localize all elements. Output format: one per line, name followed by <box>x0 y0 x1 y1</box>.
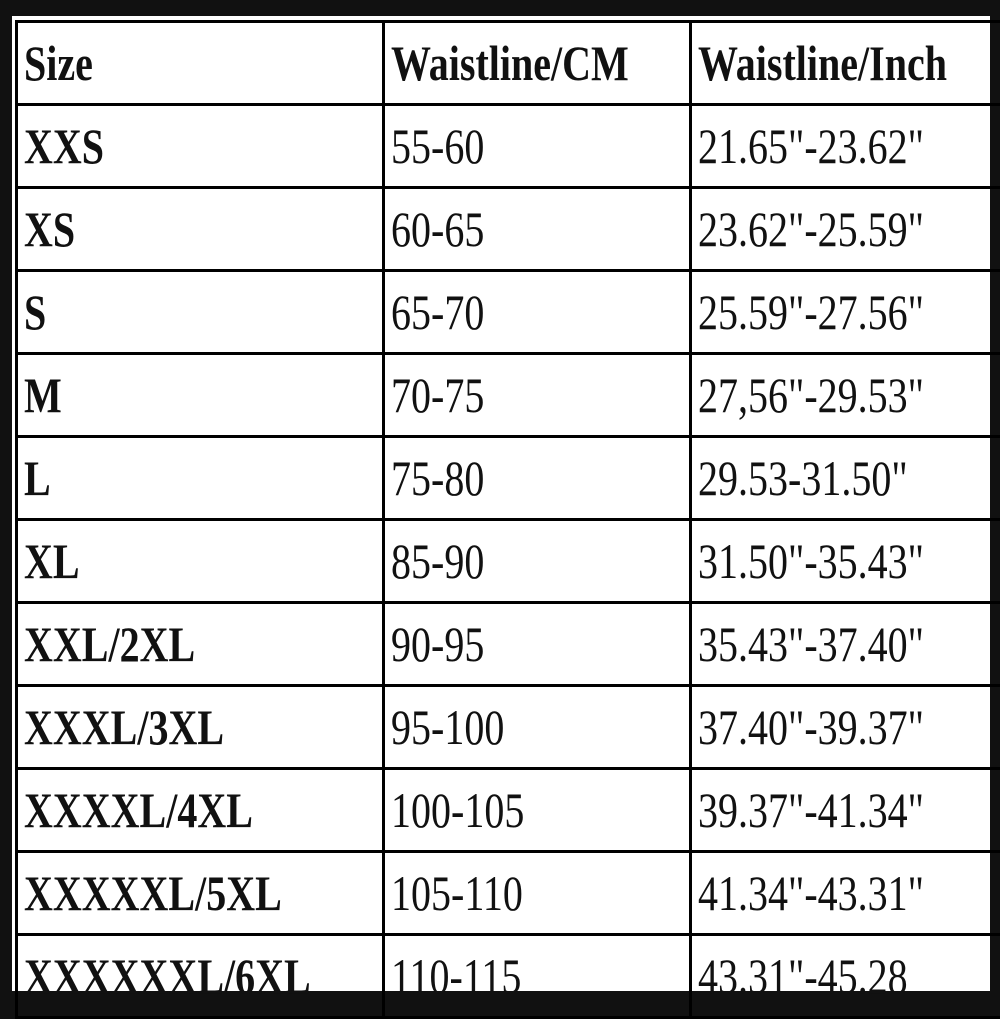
cell-text: 65-70 <box>391 287 484 337</box>
cell-text: M <box>24 370 62 420</box>
waist-inch-cell: 39.37"-41.34" <box>690 769 1000 852</box>
cell-text: S <box>24 287 46 337</box>
cell-text: 55-60 <box>391 121 484 171</box>
cell-text: 23.62"-25.59" <box>698 204 924 254</box>
waist-cm-cell: 70-75 <box>384 354 690 437</box>
waist-cm-cell: 85-90 <box>384 520 690 603</box>
cell-text: 90-95 <box>391 619 484 669</box>
cell-text: XXXL/3XL <box>24 702 224 752</box>
cell-text: 85-90 <box>391 536 484 586</box>
size-cell: S <box>17 271 384 354</box>
header-text: Waistline/CM <box>391 38 629 88</box>
cell-text: 29.53-31.50" <box>698 453 908 503</box>
size-cell: XXXXXL/5XL <box>17 852 384 935</box>
header-waist-cm: Waistline/CM <box>384 22 690 105</box>
cell-text: 100-105 <box>391 785 524 835</box>
size-cell: L <box>17 437 384 520</box>
waist-inch-cell: 31.50"-35.43" <box>690 520 1000 603</box>
waist-inch-cell: 35.43"-37.40" <box>690 603 1000 686</box>
waist-inch-cell: 43.31"-45.28 <box>690 935 1000 1018</box>
waist-cm-cell: 90-95 <box>384 603 690 686</box>
cell-text: XXXXXL/5XL <box>24 868 282 918</box>
size-cell: M <box>17 354 384 437</box>
cell-text: 75-80 <box>391 453 484 503</box>
table-row: XXL/2XL 90-95 35.43"-37.40" <box>17 603 1000 686</box>
header-text: Size <box>24 38 93 88</box>
size-cell: XXXXXXL/6XL <box>17 935 384 1018</box>
size-cell: XXXXL/4XL <box>17 769 384 852</box>
cell-text: XXXXL/4XL <box>24 785 253 835</box>
waist-inch-cell: 37.40"-39.37" <box>690 686 1000 769</box>
cell-text: XS <box>24 204 75 254</box>
waist-cm-cell: 60-65 <box>384 188 690 271</box>
waist-cm-cell: 110-115 <box>384 935 690 1018</box>
size-cell: XL <box>17 520 384 603</box>
size-cell: XXL/2XL <box>17 603 384 686</box>
table-row: XS 60-65 23.62"-25.59" <box>17 188 1000 271</box>
cell-text: 110-115 <box>391 951 521 1001</box>
cell-text: XL <box>24 536 80 586</box>
table-row: XXS 55-60 21.65"-23.62" <box>17 105 1000 188</box>
cell-text: 95-100 <box>391 702 504 752</box>
header-text: Waistline/Inch <box>698 38 947 88</box>
waist-inch-cell: 21.65"-23.62" <box>690 105 1000 188</box>
table-row: XXXXXXL/6XL 110-115 43.31"-45.28 <box>17 935 1000 1018</box>
table-row: XXXXL/4XL 100-105 39.37"-41.34" <box>17 769 1000 852</box>
header-waist-inch: Waistline/Inch <box>690 22 1000 105</box>
cell-text: XXL/2XL <box>24 619 195 669</box>
header-row: Size Waistline/CM Waistline/Inch <box>17 22 1000 105</box>
table-row: S 65-70 25.59"-27.56" <box>17 271 1000 354</box>
cell-text: 39.37"-41.34" <box>698 785 924 835</box>
table-row: XXXXXL/5XL 105-110 41.34"-43.31" <box>17 852 1000 935</box>
waist-cm-cell: 95-100 <box>384 686 690 769</box>
cell-text: 31.50"-35.43" <box>698 536 924 586</box>
cell-text: 27,56"-29.53" <box>698 370 924 420</box>
size-cell: XXS <box>17 105 384 188</box>
cell-text: XXXXXXL/6XL <box>24 951 311 1001</box>
waist-inch-cell: 23.62"-25.59" <box>690 188 1000 271</box>
size-cell: XS <box>17 188 384 271</box>
waist-inch-cell: 29.53-31.50" <box>690 437 1000 520</box>
size-chart-table: Size Waistline/CM Waistline/Inch XXS 55-6… <box>15 20 1000 1019</box>
cell-text: 105-110 <box>391 868 523 918</box>
cell-text: 21.65"-23.62" <box>698 121 924 171</box>
waist-inch-cell: 27,56"-29.53" <box>690 354 1000 437</box>
waist-cm-cell: 100-105 <box>384 769 690 852</box>
waist-cm-cell: 55-60 <box>384 105 690 188</box>
waist-cm-cell: 75-80 <box>384 437 690 520</box>
waist-cm-cell: 65-70 <box>384 271 690 354</box>
size-cell: XXXL/3XL <box>17 686 384 769</box>
waist-inch-cell: 41.34"-43.31" <box>690 852 1000 935</box>
table-row: XXXL/3XL 95-100 37.40"-39.37" <box>17 686 1000 769</box>
cell-text: 35.43"-37.40" <box>698 619 924 669</box>
cell-text: 43.31"-45.28 <box>698 951 908 1001</box>
table-row: M 70-75 27,56"-29.53" <box>17 354 1000 437</box>
cell-text: XXS <box>24 121 104 171</box>
cell-text: 70-75 <box>391 370 484 420</box>
table-row: XL 85-90 31.50"-35.43" <box>17 520 1000 603</box>
waist-cm-cell: 105-110 <box>384 852 690 935</box>
table-row: L 75-80 29.53-31.50" <box>17 437 1000 520</box>
header-size: Size <box>17 22 384 105</box>
cell-text: L <box>24 453 51 503</box>
waist-inch-cell: 25.59"-27.56" <box>690 271 1000 354</box>
cell-text: 60-65 <box>391 204 484 254</box>
cell-text: 37.40"-39.37" <box>698 702 924 752</box>
cell-text: 25.59"-27.56" <box>698 287 924 337</box>
cell-text: 41.34"-43.31" <box>698 868 924 918</box>
